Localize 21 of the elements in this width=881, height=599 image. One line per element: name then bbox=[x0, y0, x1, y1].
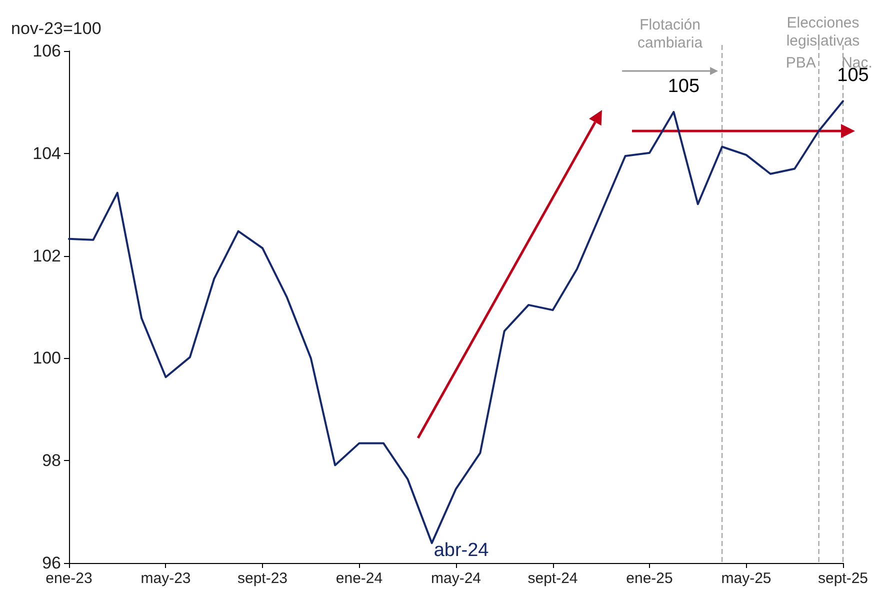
y-tick-label: 96 bbox=[42, 554, 61, 572]
x-tick-label: ene-25 bbox=[626, 570, 673, 587]
x-tick-label: ene-24 bbox=[336, 570, 383, 587]
text: Elecciones legislativas bbox=[786, 14, 860, 50]
ref-line-label: PBA bbox=[786, 54, 816, 72]
x-tick-label: sept-24 bbox=[528, 570, 578, 587]
y-tick-label: 102 bbox=[32, 246, 61, 266]
annotation: abr-24 bbox=[434, 540, 490, 562]
y-axis-title: nov-23=100 bbox=[11, 19, 102, 38]
x-tick-label: may-23 bbox=[140, 570, 191, 587]
y-tick-label: 100 bbox=[32, 348, 61, 368]
x-tick-label: sept-23 bbox=[237, 570, 288, 587]
annotation: 105 bbox=[668, 76, 700, 97]
ref-line-label: Flotación cambiaria bbox=[638, 16, 704, 52]
y-tick-label: 106 bbox=[32, 42, 61, 60]
y-tick-label: 98 bbox=[42, 451, 61, 470]
y-tick-label: 104 bbox=[32, 144, 61, 163]
x-tick-label: may-25 bbox=[721, 570, 772, 587]
x-tick-label: ene-23 bbox=[46, 570, 92, 587]
x-tick-label: may-24 bbox=[430, 570, 482, 587]
x-tick-label: sept-25 bbox=[818, 570, 868, 587]
